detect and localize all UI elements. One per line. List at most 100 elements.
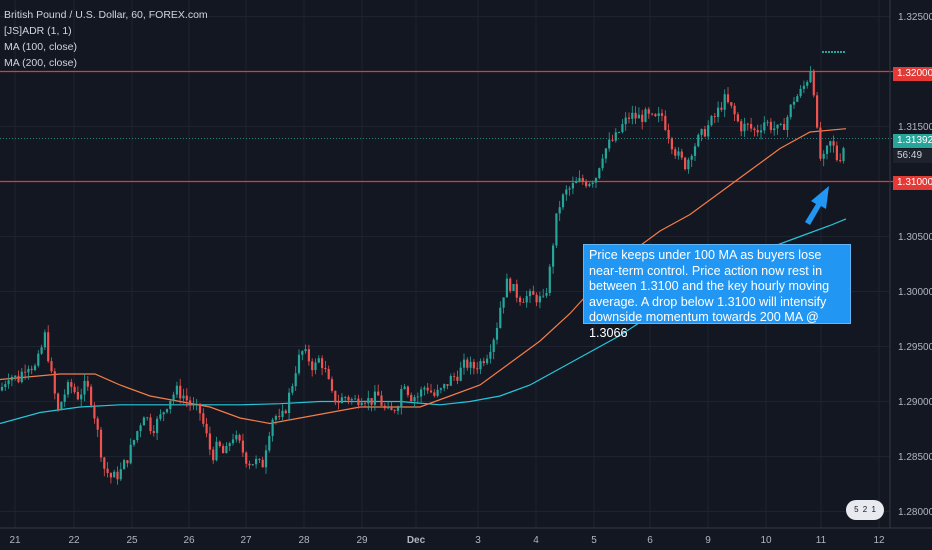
candle [367,390,370,411]
candle [792,97,796,109]
candle-body [492,339,495,352]
candle [420,386,423,403]
candle-body [723,94,726,110]
candle [842,146,845,164]
candle [512,283,515,292]
candle [538,291,541,309]
candle-body [383,405,386,409]
candle-body [0,386,4,391]
candle [281,404,284,421]
candle-body [816,95,819,128]
candle [743,117,746,137]
candle-body [538,296,541,303]
candle [726,87,730,104]
candle [492,337,495,360]
candle-body [149,417,152,432]
candle-body [684,157,687,170]
flag-icon[interactable]: 5 2 1 [846,500,884,520]
candle-body [271,419,274,436]
candle-body [743,123,746,132]
candle-body [654,114,657,117]
candle [47,325,50,364]
candle [53,368,56,400]
candle [76,386,79,401]
candle-body [288,392,291,414]
candle [476,362,479,374]
candle [499,301,502,329]
candle-body [202,413,205,424]
candle-body [789,104,792,118]
candle [591,180,594,188]
candle-body [462,359,466,368]
candle-body [621,124,624,133]
candle [769,118,772,134]
candle-body [578,178,581,182]
candle-body [707,125,710,137]
candle-body [631,112,634,119]
time-axis[interactable]: 21 22 25 26 27 28 29 Dec 3 4 5 6 9 10 11 12 [0,527,932,546]
candle [403,383,406,390]
candle [334,390,337,406]
candle [545,287,548,299]
candle-body [119,469,122,480]
candles [0,66,845,485]
candle [519,295,522,306]
candle [489,344,492,364]
symbol-title[interactable]: British Pound / U.S. Dollar, 60, FOREX.c… [4,9,208,21]
indicator-adr[interactable]: [JS]ADR (1, 1) [4,25,72,37]
candle [555,213,558,248]
candle [816,91,819,129]
support-price-tag: 1.31000 [893,176,932,190]
candle [146,416,149,421]
candle [571,176,574,195]
candle [700,128,703,142]
indicator-ma100[interactable]: MA (100, close) [4,41,77,53]
candle-body [139,425,142,432]
analysis-note[interactable]: Price keeps under 100 MA as buyers lose … [583,244,851,340]
candle-body [806,82,809,86]
candle [674,146,677,160]
current-price-tag: 1.31392 [893,134,932,148]
candle-body [499,307,502,328]
candle-body [80,394,83,400]
candle [740,118,743,137]
candle [123,458,126,470]
candle [416,392,419,405]
candle [70,378,73,394]
candle [304,344,307,354]
candle [799,85,802,98]
candle [301,350,304,361]
candle-body [585,181,588,187]
candle-body [189,400,192,406]
candle [245,451,248,468]
candle [294,366,297,391]
candle [598,167,601,180]
indicator-ma200[interactable]: MA (200, close) [4,57,77,69]
candle-body [70,382,73,387]
candle [400,384,403,415]
horizontal-levels[interactable] [0,51,893,183]
candle [423,385,426,396]
candle [456,370,459,385]
candle [248,460,251,470]
candle-body [796,96,799,102]
candle-body [235,435,238,440]
candle [274,414,277,425]
candle-body [670,138,673,150]
candle [4,380,7,391]
blue-arrow-annotation[interactable] [805,186,829,225]
candle [486,354,489,366]
candle-body [769,121,772,131]
candle [479,358,482,375]
candle-body [294,373,297,387]
candle-body [264,450,268,468]
candle [278,408,281,420]
candle [733,103,736,121]
candle [344,395,347,402]
candle-body [324,368,327,369]
candle-body [812,70,815,96]
candle [43,329,46,351]
candle-body [426,387,429,391]
candle-body [33,365,37,370]
candle-body [660,113,664,116]
